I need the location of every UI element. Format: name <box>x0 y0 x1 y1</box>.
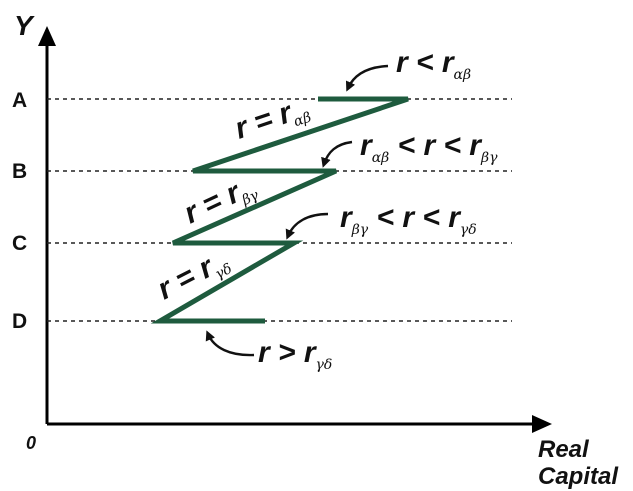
y-axis-label: Y <box>14 10 35 41</box>
pointer-arrow-icon <box>205 330 255 357</box>
annotation-r-between-alpha-beta-and-beta-gamma: rαβ < r < rβγ <box>360 129 498 166</box>
annotation-r-between-beta-gamma-and-gamma-delta: rβγ < r < rγδ <box>340 201 477 238</box>
annotation-r-less-r-alpha-beta: r < rαβ <box>396 46 471 83</box>
level-label-d: D <box>12 310 27 333</box>
x-axis-arrow-icon <box>532 415 552 433</box>
level-label-a: A <box>12 89 27 112</box>
pointer-arrow-icon <box>285 212 329 240</box>
x-axis-label-line2: Capital <box>538 463 619 490</box>
level-label-c: C <box>12 232 27 255</box>
origin-label: 0 <box>26 433 36 453</box>
level-label-b: B <box>12 160 27 183</box>
zigzag-path <box>150 96 409 324</box>
pointer-arrow-icon <box>321 140 353 168</box>
x-axis-label-line1: Real <box>538 436 590 463</box>
y-axis-arrow-icon <box>38 26 56 46</box>
pointer-arrow-icon <box>345 64 389 92</box>
annotation-r-greater-r-gamma-delta: r > rγδ <box>258 336 332 373</box>
